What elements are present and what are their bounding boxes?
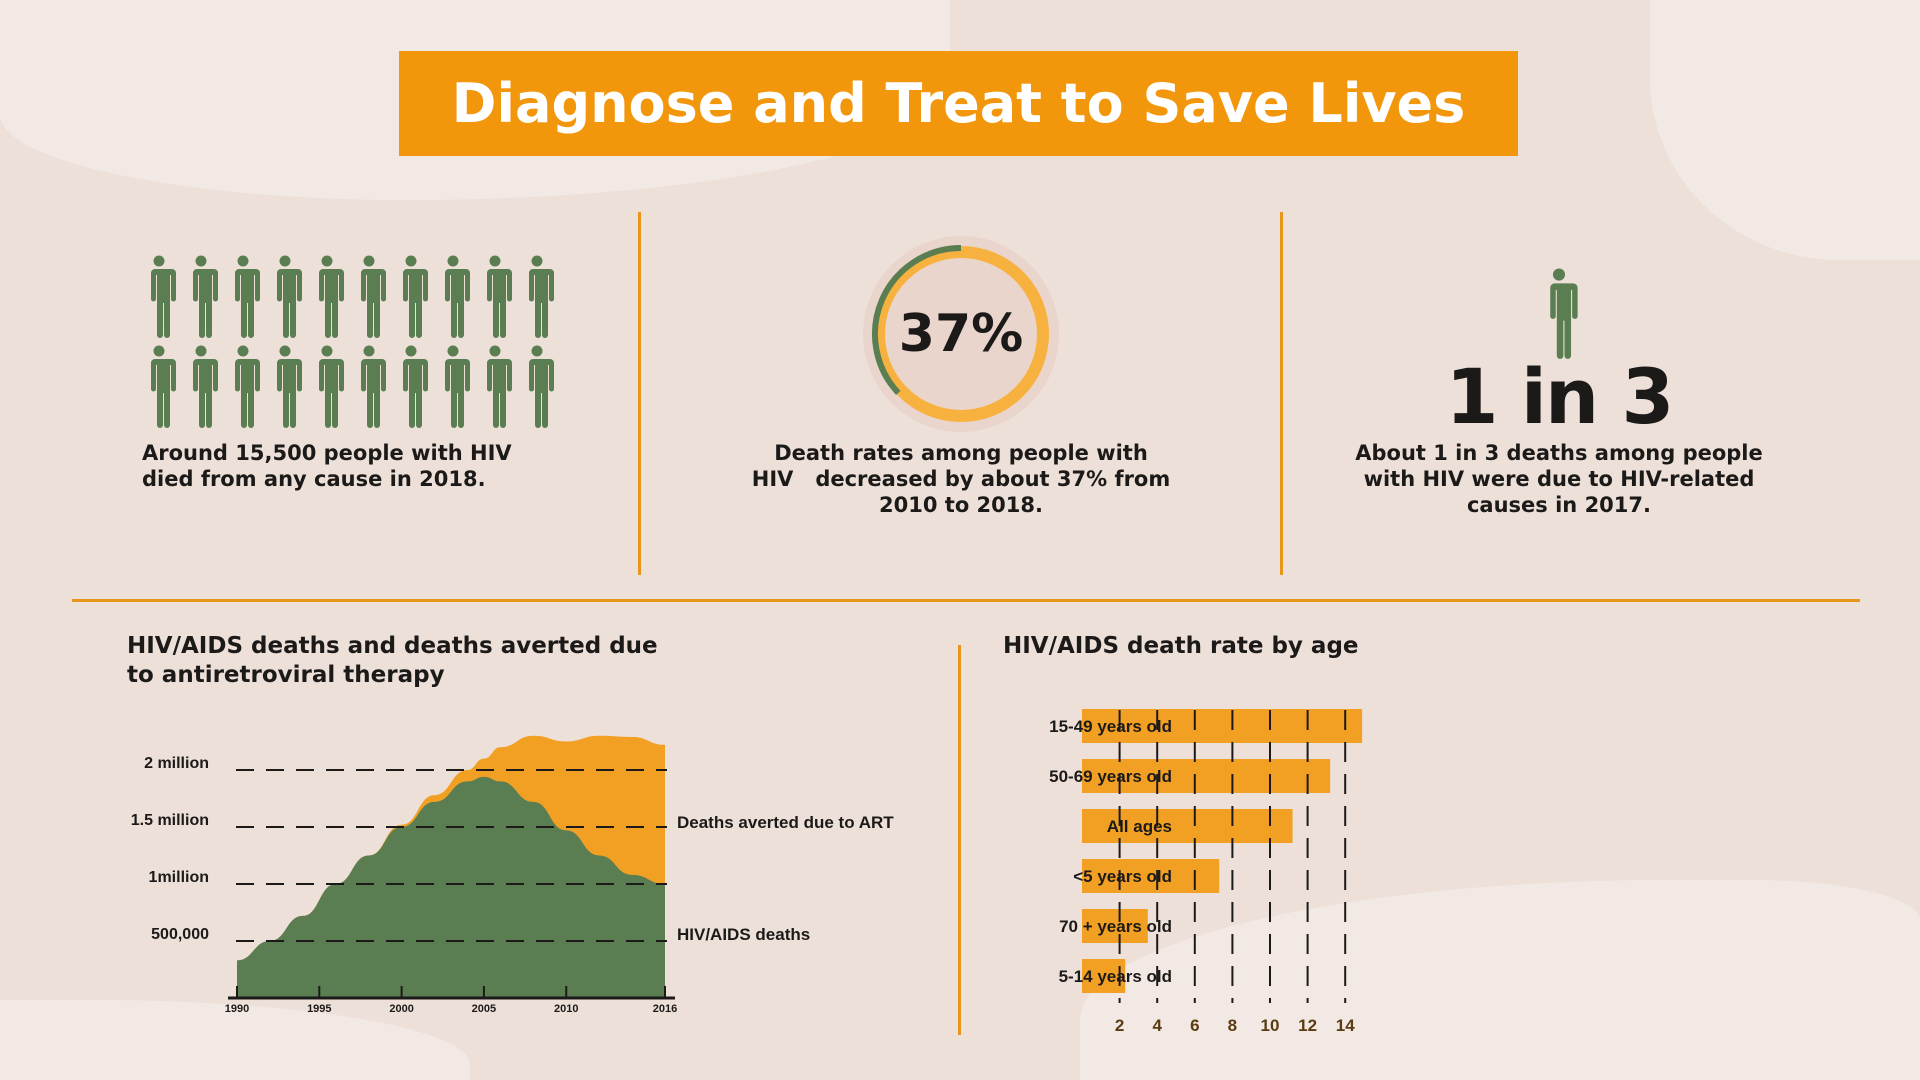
person-icon xyxy=(306,345,348,429)
person-icon xyxy=(474,345,516,429)
person-icon xyxy=(306,255,348,339)
person-icon xyxy=(390,345,432,429)
area-hiv-deaths xyxy=(237,776,665,998)
bar xyxy=(1082,909,1148,943)
text-line: Death rates among people with xyxy=(774,441,1148,465)
x-tick-label: 2016 xyxy=(653,1003,677,1015)
category-label: 70 + years old xyxy=(1059,917,1172,936)
divider xyxy=(72,599,1860,602)
category-label: 15-49 years old xyxy=(1049,717,1172,736)
page-title: Diagnose and Treat to Save Lives xyxy=(451,72,1466,135)
legend-hiv-deaths: HIV/AIDS deaths xyxy=(677,925,810,944)
x-tick-label: 2005 xyxy=(472,1003,496,1015)
x-tick-label: 1990 xyxy=(225,1003,249,1015)
x-tick-label: 2000 xyxy=(389,1003,413,1015)
person-icon xyxy=(516,345,558,429)
bar xyxy=(1082,959,1126,993)
x-tick-label: 2010 xyxy=(554,1003,578,1015)
title-line: to antiretroviral therapy xyxy=(127,662,445,688)
stat-deaths-text: Around 15,500 people with HIV died from … xyxy=(142,440,512,492)
category-label: 50-69 years old xyxy=(1049,767,1172,786)
bar-chart-title: HIV/AIDS death rate by age xyxy=(1003,633,1359,659)
x-tick-label: 6 xyxy=(1190,1016,1199,1035)
stat-ratio-text: About 1 in 3 deaths among people with HI… xyxy=(1339,440,1779,518)
ratio-value: 1 in 3 xyxy=(1445,352,1675,441)
text-line: 2010 to 2018. xyxy=(879,493,1043,517)
stat-rate-text: Death rates among people with HIV decrea… xyxy=(741,440,1181,518)
category-label: 5-14 years old xyxy=(1059,967,1172,986)
person-icon xyxy=(1544,268,1578,359)
legend-deaths-averted: Deaths averted due to ART xyxy=(677,813,894,832)
person-icon xyxy=(180,255,222,339)
divider xyxy=(638,212,641,575)
person-icon xyxy=(264,345,306,429)
x-tick-label: 10 xyxy=(1261,1016,1280,1035)
x-tick-label: 12 xyxy=(1298,1016,1317,1035)
person-icon xyxy=(138,255,180,339)
person-icon xyxy=(474,255,516,339)
person-icon xyxy=(222,345,264,429)
divider xyxy=(958,645,961,1035)
text-line: with HIV were due to HIV-related xyxy=(1363,467,1755,491)
x-tick-label: 2 xyxy=(1115,1016,1124,1035)
y-tick-label: 1.5 million xyxy=(131,812,209,829)
person-icon xyxy=(516,255,558,339)
bar xyxy=(1082,809,1293,843)
x-tick-label: 8 xyxy=(1228,1016,1237,1035)
person-icon xyxy=(432,345,474,429)
title-banner: Diagnose and Treat to Save Lives xyxy=(399,51,1518,156)
title-line: HIV/AIDS deaths and deaths averted due xyxy=(127,633,658,659)
x-tick-label: 4 xyxy=(1152,1016,1162,1035)
person-icon xyxy=(180,345,222,429)
bar xyxy=(1082,709,1363,743)
category-label: All ages xyxy=(1107,817,1172,836)
person-icon xyxy=(222,255,264,339)
x-tick-label: 14 xyxy=(1336,1016,1355,1035)
text-line: About 1 in 3 deaths among people xyxy=(1355,441,1763,465)
area-chart-title: HIV/AIDS deaths and deaths averted due t… xyxy=(127,632,658,690)
person-icon xyxy=(138,345,180,429)
ring-halo xyxy=(863,236,1059,432)
person-icon xyxy=(432,255,474,339)
text-line: causes in 2017. xyxy=(1466,493,1651,517)
y-tick-label: 500,000 xyxy=(151,926,209,943)
person-icon xyxy=(348,345,390,429)
y-tick-label: 1million xyxy=(149,869,209,886)
percent-ring xyxy=(863,236,1059,432)
x-tick-label: 1995 xyxy=(307,1003,331,1015)
text-line: died from any cause in 2018. xyxy=(142,467,486,491)
ring-track xyxy=(873,246,1049,422)
bar xyxy=(1082,859,1220,893)
ring-progress-arc xyxy=(872,245,962,395)
person-icon xyxy=(348,255,390,339)
percent-value: 37% xyxy=(898,304,1024,364)
text-line: HIV decreased by about 37% from xyxy=(751,467,1171,491)
person-icon xyxy=(264,255,306,339)
y-tick-label: 2 million xyxy=(144,755,209,772)
people-icon-grid xyxy=(138,255,558,429)
person-icon xyxy=(390,255,432,339)
divider xyxy=(1280,212,1283,575)
text-line: Around 15,500 people with HIV xyxy=(142,441,512,465)
category-label: <5 years old xyxy=(1073,867,1172,886)
bar xyxy=(1082,759,1331,793)
